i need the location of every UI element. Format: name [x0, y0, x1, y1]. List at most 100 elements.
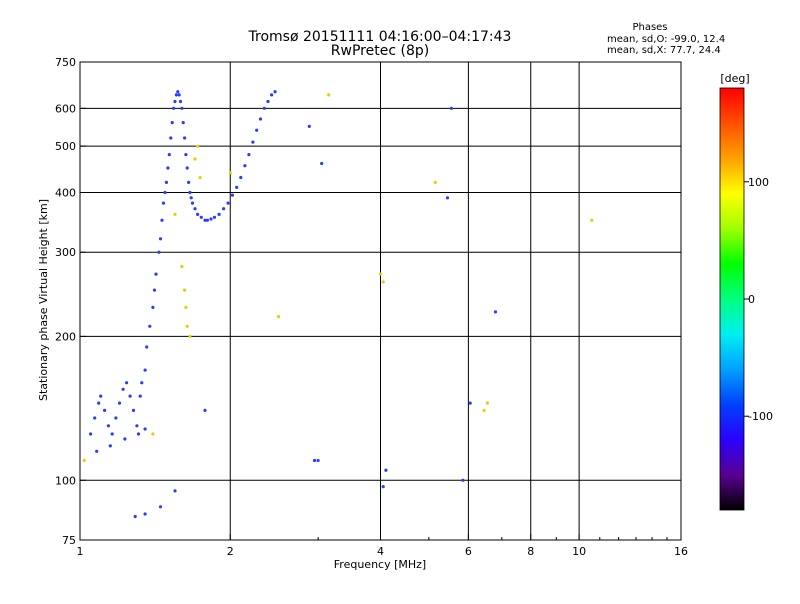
data-point-o: [93, 416, 97, 420]
data-point-x: [482, 408, 486, 412]
data-point-x: [193, 157, 197, 161]
data-point-x: [381, 280, 385, 284]
colorbar-tick-label: 100: [748, 176, 769, 189]
data-point-o: [95, 449, 99, 453]
data-point-x: [183, 288, 187, 292]
data-point-x: [173, 212, 177, 216]
data-point-x: [198, 175, 202, 180]
data-point-o: [255, 128, 259, 132]
data-point-o: [123, 437, 127, 441]
y-tick-label: 300: [55, 246, 76, 259]
x-axis-label: Frequency [MHz]: [334, 558, 426, 571]
data-point-o: [209, 217, 213, 221]
data-point-o: [121, 387, 125, 391]
chart-title: Tromsø 20151111 04:16:00–04:17:43: [248, 29, 512, 45]
data-point-o: [125, 381, 129, 385]
data-point-x: [277, 315, 281, 319]
y-tick-label: 750: [55, 56, 76, 69]
data-point-o: [384, 468, 388, 472]
data-point-o: [97, 401, 101, 405]
x-tick-label: 10: [572, 545, 586, 558]
data-point-o: [381, 485, 385, 489]
data-point-o: [173, 489, 177, 493]
chart-subtitle: RwPretec (8p): [331, 43, 429, 59]
data-point-o: [143, 512, 147, 516]
data-point-o: [177, 93, 181, 97]
data-point-o: [145, 345, 149, 349]
colorbar-unit: [deg]: [720, 72, 749, 85]
data-point-x: [185, 324, 189, 328]
data-point-o: [199, 215, 203, 219]
colorbar-tick-label: -100: [748, 410, 773, 423]
y-tick-label: 600: [55, 102, 76, 115]
x-tick-label: 1: [77, 545, 84, 558]
data-point-o: [307, 124, 311, 128]
data-point-x: [327, 93, 331, 97]
data-point-o: [188, 190, 192, 195]
data-point-o: [239, 175, 243, 180]
data-point-o: [163, 190, 167, 195]
data-point-x: [151, 432, 155, 436]
data-point-x: [485, 401, 489, 405]
data-point-o: [189, 196, 193, 200]
data-point-x: [180, 264, 184, 269]
data-point-x: [228, 171, 232, 175]
y-axis-label: Stationary phase Virtual Height [km]: [37, 199, 50, 401]
data-point-o: [461, 478, 465, 482]
data-point-o: [251, 140, 255, 144]
data-point-o: [247, 153, 251, 157]
data-point-o: [196, 212, 200, 216]
data-point-o: [445, 196, 450, 200]
y-tick-label: 200: [55, 330, 76, 343]
data-point-o: [158, 505, 163, 509]
data-point-o: [468, 401, 472, 405]
y-tick-label: 100: [55, 474, 76, 487]
data-point-o: [273, 90, 277, 94]
data-point-o: [262, 106, 266, 110]
grid-lines: [80, 62, 681, 540]
data-point-o: [173, 99, 177, 104]
data-point-o: [235, 185, 239, 189]
data-point-o: [157, 250, 161, 254]
data-point-o: [176, 90, 180, 94]
data-point-o: [133, 514, 137, 519]
data-point-o: [178, 99, 183, 104]
data-point-o: [205, 218, 209, 222]
data-point-o: [170, 121, 174, 125]
data-point-o: [174, 93, 178, 97]
y-tick-label: 400: [55, 186, 76, 199]
phases-title: Phases: [632, 22, 667, 33]
data-point-o: [180, 106, 184, 110]
data-point-o: [187, 180, 191, 184]
data-point-o: [190, 201, 195, 205]
data-point-o: [316, 458, 320, 463]
phases-stats-x: mean, sd,X: 77.7, 24.4: [607, 45, 721, 56]
x-tick-label: 4: [377, 545, 384, 558]
data-point-x: [196, 144, 200, 148]
data-point-o: [128, 394, 132, 398]
data-point-o: [114, 416, 118, 420]
data-point-o: [110, 432, 114, 436]
y-tick-label: 75: [62, 534, 76, 547]
data-point-o: [172, 106, 176, 110]
data-point-o: [161, 201, 166, 205]
data-point-x: [188, 334, 192, 338]
data-point-o: [203, 218, 207, 222]
data-point-o: [181, 121, 185, 125]
data-point-o: [143, 427, 147, 431]
data-point-o: [230, 193, 234, 197]
data-point-o: [152, 288, 157, 292]
data-point-o: [106, 424, 110, 428]
axis-ticks: 1 2 4 6 8 10 16 75 100 200 300 400 500 600 750: [55, 56, 688, 558]
x-tick-label: 8: [527, 545, 534, 558]
data-point-o: [203, 408, 207, 412]
data-point-o: [143, 368, 147, 372]
data-point-o: [103, 408, 107, 412]
data-point-o: [320, 161, 324, 166]
data-point-o: [148, 324, 152, 328]
x-tick-label: 6: [465, 545, 472, 558]
data-points: [82, 90, 594, 519]
data-point-o: [131, 408, 136, 412]
data-point-o: [169, 136, 173, 140]
data-point-o: [164, 180, 168, 184]
